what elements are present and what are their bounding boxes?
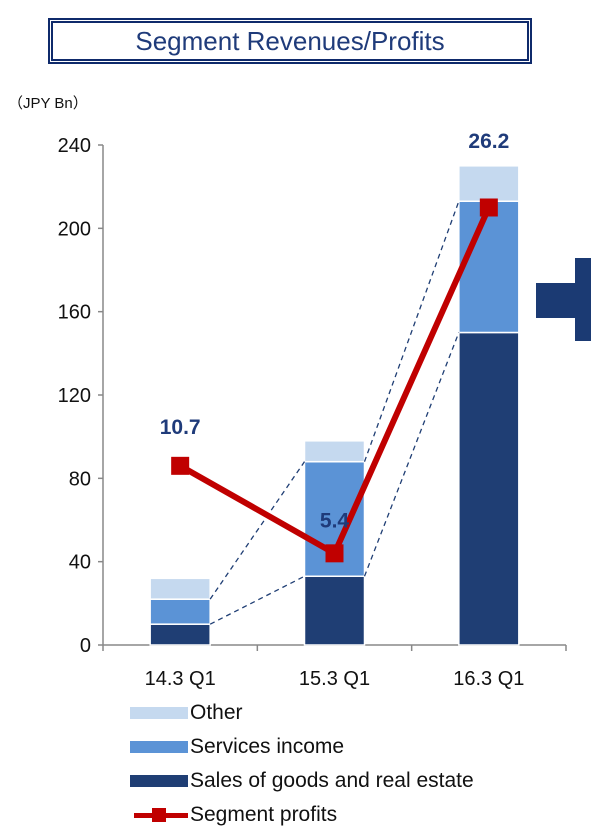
legend-item-other: Other	[130, 696, 474, 730]
bar-segment-other	[149, 577, 211, 600]
profit-marker	[171, 456, 190, 475]
bar-segment-goods	[149, 623, 211, 646]
chart-title: Segment Revenues/Profits	[48, 18, 532, 64]
stacked-bar-chart: （JPY Bn） 0 40 80 120 160 200 240 14.3 Q1 15.3 Q1 1…	[8, 95, 591, 690]
legend-item-services: Services income	[130, 730, 474, 764]
connector-line-goods	[363, 332, 460, 577]
y-axis-unit-label: （JPY Bn）	[8, 95, 88, 112]
legend-swatch-services	[130, 741, 188, 753]
profit-marker	[479, 198, 498, 217]
profit-marker	[325, 544, 344, 563]
bar-segment-goods	[303, 575, 366, 646]
x-tick-label: 15.3 Q1	[299, 668, 370, 690]
y-tick-label: 40	[69, 552, 91, 574]
bar-segment-goods	[458, 331, 520, 646]
legend-swatch-goods	[130, 775, 188, 787]
connector-line-services	[363, 201, 460, 462]
legend-item-goods: Sales of goods and real estate	[130, 764, 474, 798]
legend-label-profit: Segment profits	[190, 803, 338, 826]
legend-label-goods: Sales of goods and real estate	[190, 769, 474, 792]
y-tick-label: 80	[69, 468, 91, 490]
legend-label-services: Services income	[190, 735, 345, 758]
y-tick-label: 0	[80, 635, 91, 657]
profit-value-label: 26.2	[468, 130, 509, 153]
bar-segment-services	[149, 598, 211, 625]
y-tick-label: 200	[58, 218, 91, 240]
x-tick-label: 14.3 Q1	[145, 668, 216, 690]
legend-swatch-other	[130, 707, 188, 719]
y-tick-label: 160	[58, 302, 91, 324]
y-tick-label: 240	[58, 135, 91, 157]
legend-label-other: Other	[190, 701, 243, 724]
legend-item-profit: Segment profits	[130, 798, 474, 832]
profit-value-label: 10.7	[160, 416, 201, 439]
bar-segment-other	[303, 440, 366, 463]
connector-line-services	[209, 461, 306, 600]
y-tick-label: 120	[58, 385, 91, 407]
x-tick-label: 16.3 Q1	[453, 668, 524, 690]
bar-segment-services	[458, 200, 520, 334]
right-arrow-icon	[536, 258, 591, 341]
legend-swatch-profit	[130, 808, 188, 822]
profit-value-label: 5.4	[320, 509, 350, 532]
connector-line-goods	[209, 575, 305, 625]
bar-segment-other	[458, 165, 520, 202]
chart-legend: Other Services income Sales of goods and…	[130, 696, 474, 832]
